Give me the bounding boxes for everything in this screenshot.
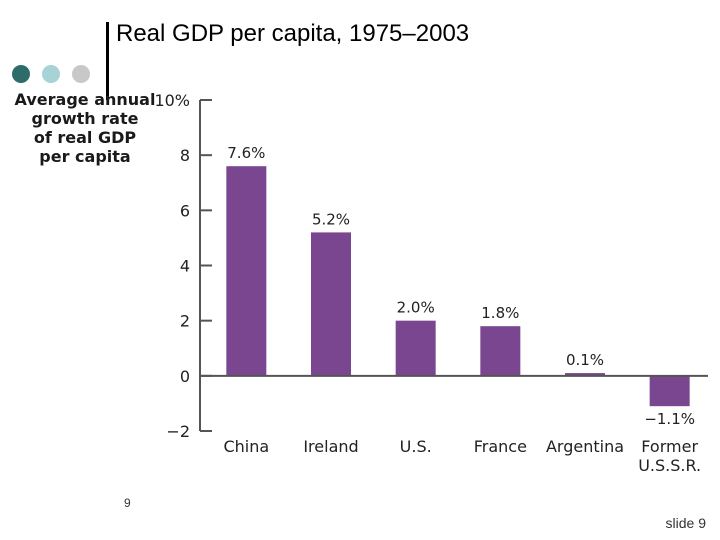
slide-footer: slide 9 [665, 515, 706, 531]
bar [226, 166, 267, 376]
y-tick-label: 4 [180, 257, 190, 276]
x-category-label: China [223, 437, 269, 456]
slide-number-left: 9 [124, 496, 131, 510]
data-label: 5.2% [312, 210, 350, 228]
bar [311, 232, 351, 376]
y-tick-label: −2 [166, 422, 190, 441]
x-category-label: U.S. [400, 437, 432, 456]
data-label: 1.8% [481, 304, 519, 322]
decorative-dot-teal [12, 65, 30, 83]
y-tick-label: 2 [180, 312, 190, 331]
y-tick-label: 8 [180, 146, 190, 165]
x-category-label: Ireland [303, 437, 358, 456]
bar [565, 373, 605, 376]
data-label: 7.6% [227, 144, 265, 162]
y-axis-label: Average annual growth rate of real GDP p… [10, 90, 160, 166]
data-label: 0.1% [566, 351, 604, 369]
y-tick-label: 10% [154, 91, 190, 110]
y-axis-label-line: per capita [39, 147, 131, 166]
data-label: 2.0% [397, 299, 435, 317]
decorative-dot-gray [72, 65, 90, 83]
title-accent-bar [106, 22, 109, 100]
data-label: −1.1% [644, 410, 695, 428]
y-axis-label-line: of real GDP [33, 128, 137, 147]
bar [480, 326, 521, 376]
y-axis-label-line: growth rate [31, 109, 139, 128]
y-tick-label: 0 [180, 367, 190, 386]
y-tick-label: 6 [180, 201, 190, 220]
x-category-label: France [474, 437, 527, 456]
bar [395, 320, 436, 376]
decorative-dot-light-blue [42, 65, 60, 83]
x-category-label: Former [641, 437, 698, 456]
x-category-label: U.S.S.R. [638, 456, 701, 475]
bar [649, 375, 690, 407]
y-axis-label-line: Average annual [14, 90, 156, 109]
slide-title: Real GDP per capita, 1975–2003 [116, 20, 470, 47]
x-category-label: Argentina [546, 437, 624, 456]
